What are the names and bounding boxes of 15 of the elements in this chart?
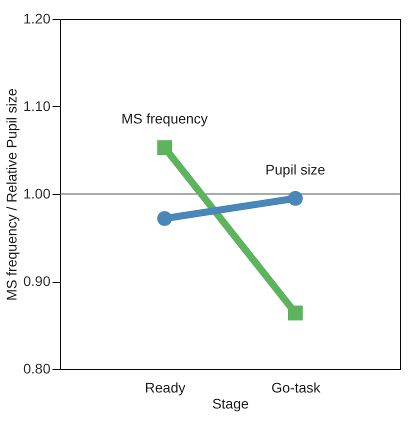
x-tick-label: Go-task — [271, 380, 322, 396]
y-tick-label: 1.00 — [23, 186, 51, 202]
point — [288, 190, 303, 206]
series-label: Pupil size — [265, 161, 326, 178]
x-tick-label: Ready — [144, 380, 186, 396]
y-axis-title: MS frequency / Relative Pupil size — [3, 88, 20, 301]
point — [157, 140, 172, 156]
series-label: MS frequency — [121, 110, 208, 127]
x-axis-title: Stage — [212, 396, 250, 412]
y-tick-label: 0.90 — [23, 273, 51, 289]
y-tick-label: 1.20 — [23, 10, 51, 26]
point — [288, 306, 303, 320]
point — [157, 211, 172, 226]
y-tick-label: 0.80 — [23, 360, 51, 376]
y-tick-label: 1.10 — [23, 98, 51, 114]
